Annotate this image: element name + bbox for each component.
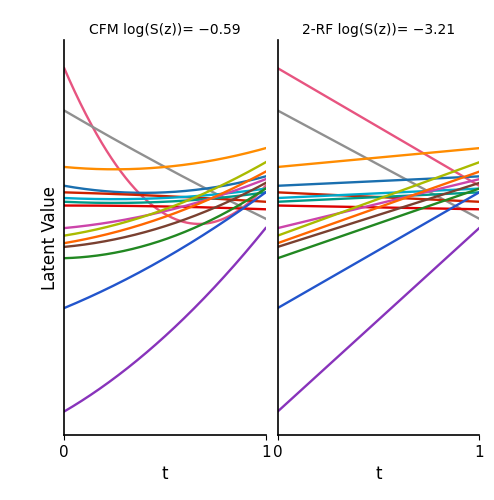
X-axis label: t: t: [375, 466, 382, 483]
Y-axis label: Latent Value: Latent Value: [41, 186, 59, 290]
Title: CFM log(S(z))= −0.59: CFM log(S(z))= −0.59: [89, 24, 241, 38]
Title: 2-RF log(S(z))= −3.21: 2-RF log(S(z))= −3.21: [302, 24, 455, 38]
X-axis label: t: t: [162, 466, 168, 483]
